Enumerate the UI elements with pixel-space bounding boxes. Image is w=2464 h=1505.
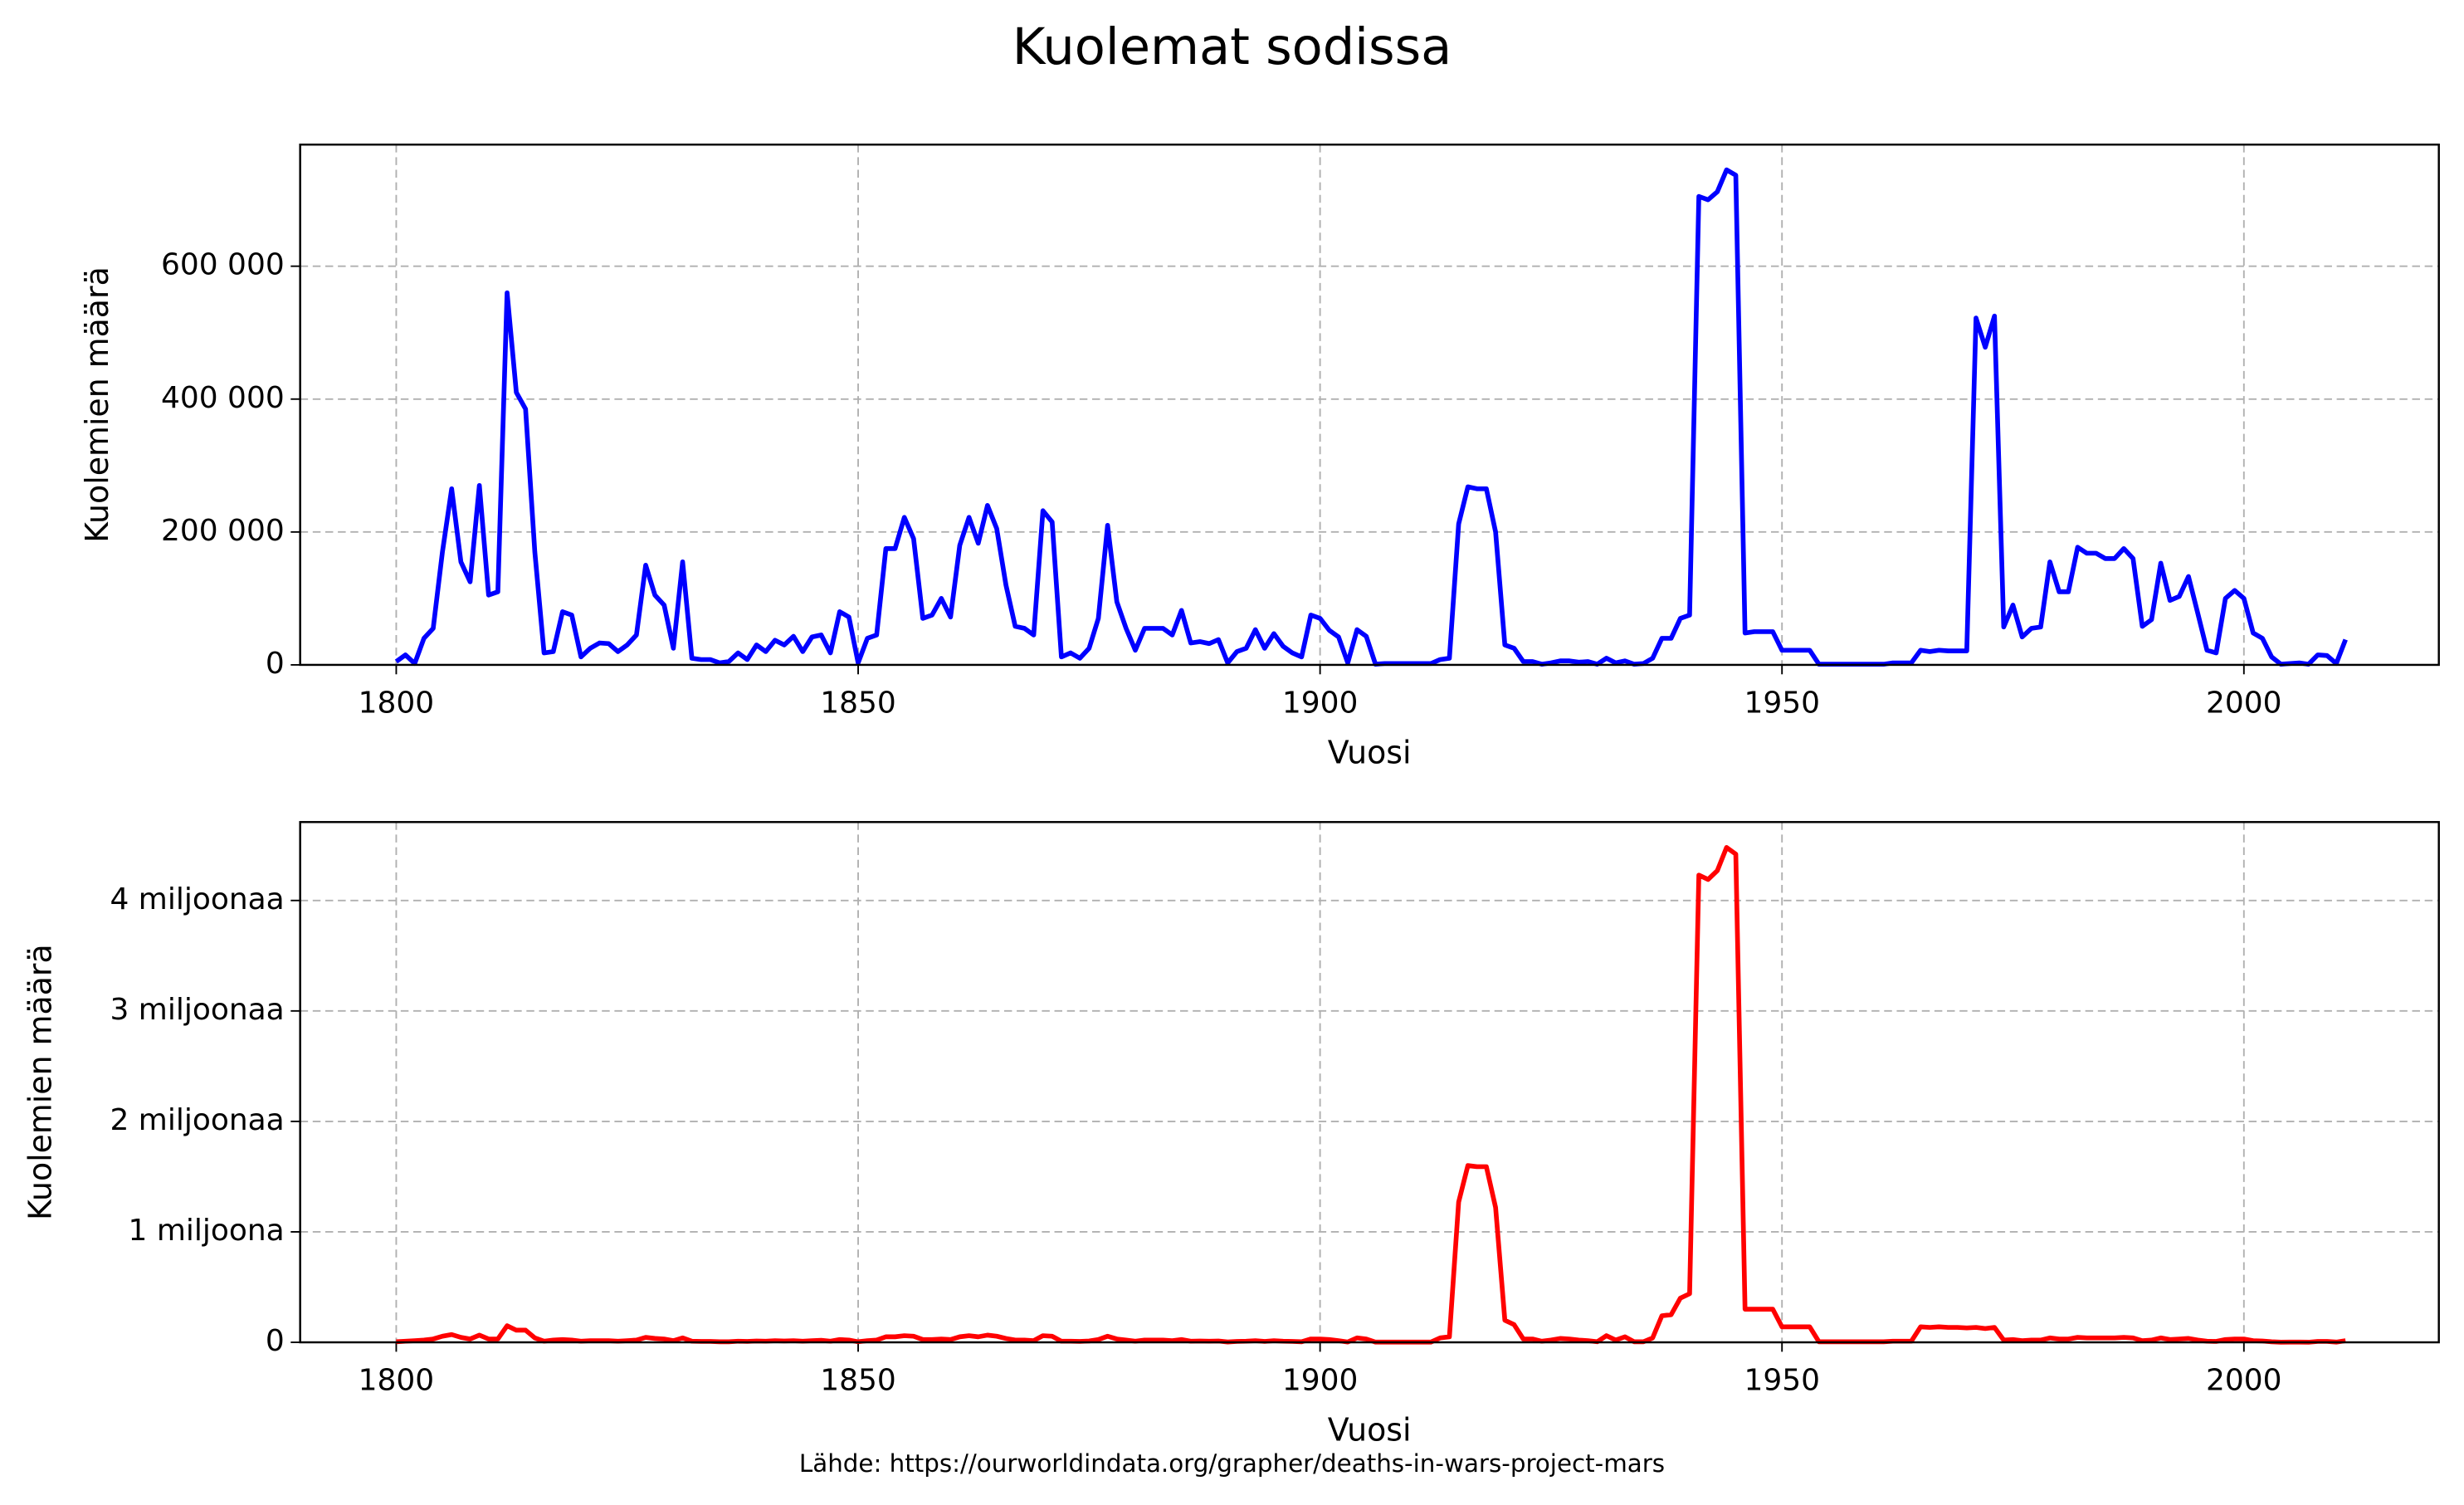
y-tick-label: 3 miljoonaa [110,993,285,1027]
x-tick-label: 1850 [820,686,896,720]
y-tick-label: 2 miljoonaa [110,1103,285,1137]
y-tick-label: 1 miljoona [129,1214,285,1248]
y-tick-label: 600 000 [161,248,285,282]
x-tick-label: 1850 [820,1363,896,1397]
data-line [396,845,2346,1345]
data-line [394,167,2348,667]
y-tick-label: 0 [266,1324,285,1358]
x-tick-label: 2000 [2206,686,2282,720]
y-tick-label: 200 000 [161,514,285,548]
x-axis-label: Vuosi [1328,1411,1412,1448]
y-tick-label: 400 000 [161,381,285,415]
x-tick-label: 2000 [2206,1363,2282,1397]
y-axis-label: Kuolemien määrä [22,944,59,1220]
x-tick-label: 1800 [359,686,435,720]
x-tick-label: 1900 [1282,1363,1359,1397]
x-tick-label: 1900 [1282,686,1359,720]
y-tick-label: 0 [266,647,285,681]
x-tick-label: 1950 [1744,1363,1820,1397]
y-tick-label: 4 miljoonaa [110,882,285,916]
axes-frame [299,143,2440,667]
source-note: Lähde: https://ourworldindata.org/graphe… [799,1449,1665,1478]
axes-frame [299,821,2440,1344]
x-axis-label: Vuosi [1328,734,1412,770]
x-tick-label: 1950 [1744,686,1820,720]
x-tick-label: 1800 [359,1363,435,1397]
chart-title: Kuolemat sodissa [1012,18,1452,76]
y-axis-label: Kuolemien määrä [79,266,115,543]
